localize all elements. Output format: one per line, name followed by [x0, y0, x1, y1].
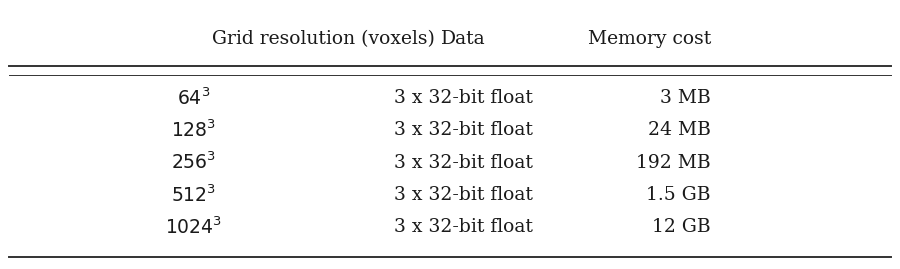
Text: 12 GB: 12 GB — [652, 218, 711, 236]
Text: 3 x 32-bit float: 3 x 32-bit float — [394, 186, 533, 204]
Text: Data: Data — [441, 30, 486, 48]
Text: 3 MB: 3 MB — [661, 89, 711, 107]
Text: 3 x 32-bit float: 3 x 32-bit float — [394, 154, 533, 172]
Text: 3 x 32-bit float: 3 x 32-bit float — [394, 89, 533, 107]
Text: $128^3$: $128^3$ — [171, 120, 216, 141]
Text: Grid resolution (voxels): Grid resolution (voxels) — [212, 30, 435, 48]
Text: 3 x 32-bit float: 3 x 32-bit float — [394, 122, 533, 139]
Text: Memory cost: Memory cost — [588, 30, 711, 48]
Text: 192 MB: 192 MB — [636, 154, 711, 172]
Text: 3 x 32-bit float: 3 x 32-bit float — [394, 218, 533, 236]
Text: 1.5 GB: 1.5 GB — [646, 186, 711, 204]
Text: $1024^3$: $1024^3$ — [165, 217, 222, 238]
Text: 24 MB: 24 MB — [648, 122, 711, 139]
Text: $512^3$: $512^3$ — [171, 184, 216, 206]
Text: $256^3$: $256^3$ — [171, 152, 216, 174]
Text: $64^3$: $64^3$ — [176, 87, 211, 109]
